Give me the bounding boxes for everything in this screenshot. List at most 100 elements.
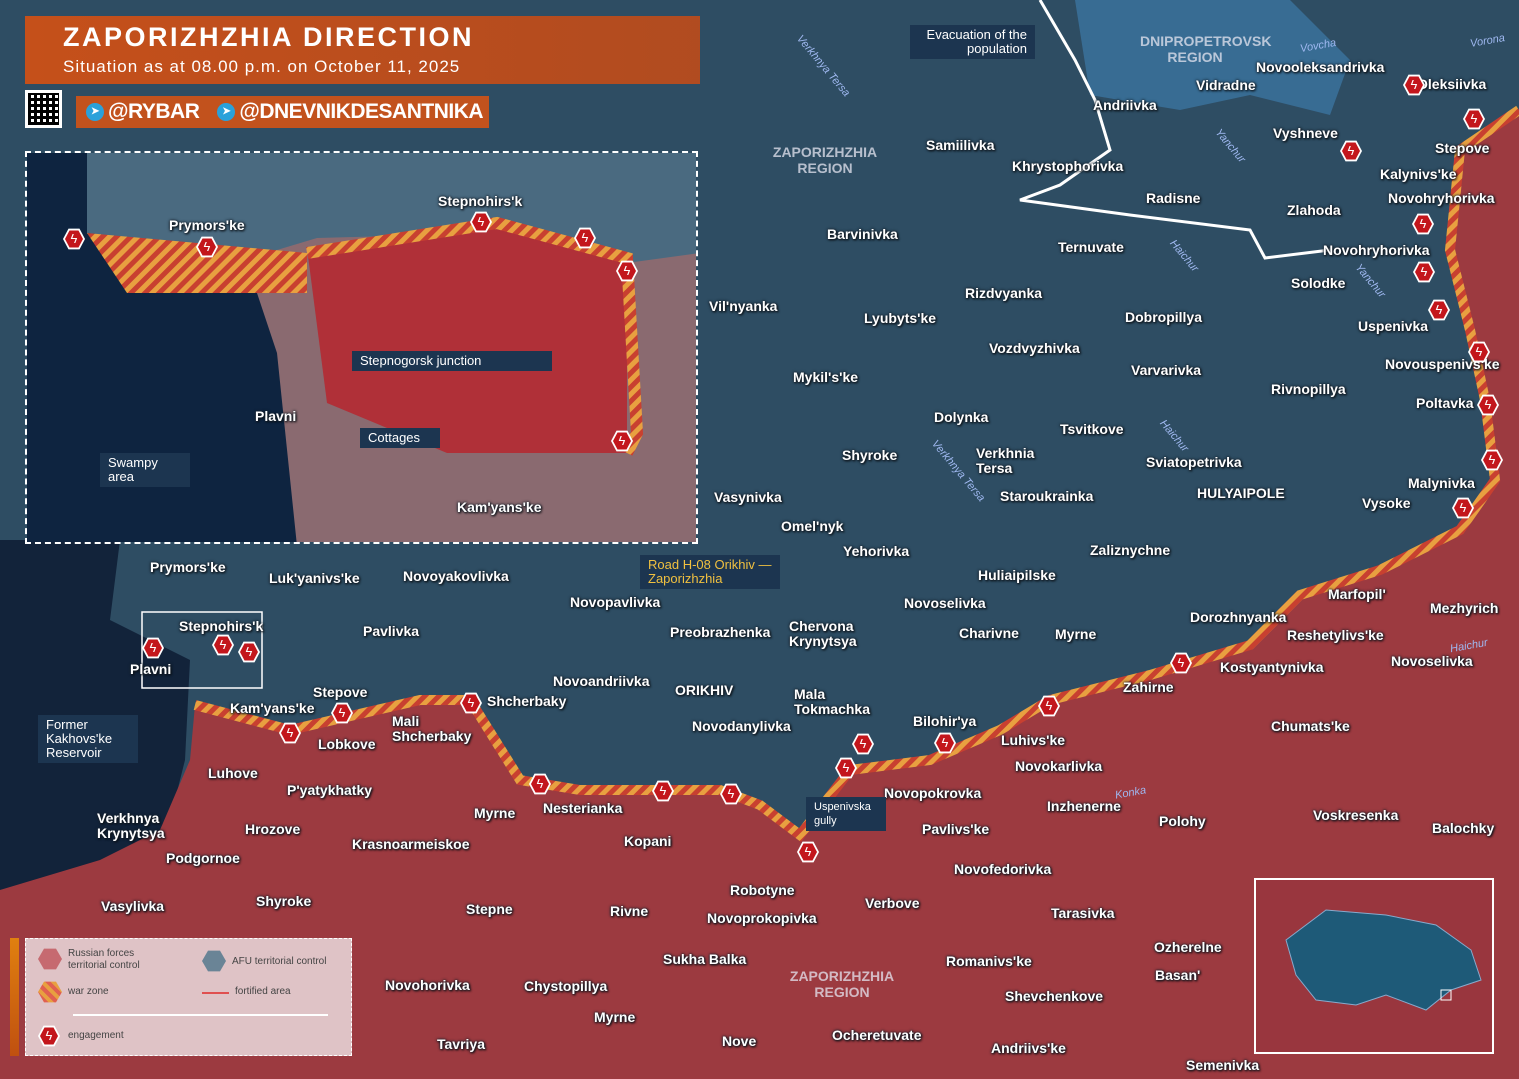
evacuation-callout: Evacuation of the population (910, 25, 1035, 59)
settlement-label: Preobrazhenka (670, 624, 771, 640)
legend-fortified: fortified area (235, 986, 291, 997)
inset-russian-area (307, 228, 627, 453)
settlement-label: Verkhnia Tersa (976, 445, 1035, 476)
settlement-label: Huliaipilske (978, 567, 1056, 583)
gully-callout: Uspenivska gully (806, 797, 886, 831)
settlement-label: Khrystophorivka (1012, 158, 1124, 174)
swampy-callout: Swampy area (100, 453, 190, 487)
engagement-icon: ϟ (835, 757, 857, 779)
dnevnik-link[interactable]: ➤ @DNEVNIKDESANTNIKA (217, 100, 484, 124)
settlement-label: Sviatopetrivka (1146, 454, 1242, 470)
settlement-label: Chumats'ke (1271, 718, 1350, 734)
settlement-label: Dolynka (934, 409, 989, 425)
inset-war-zone (87, 233, 307, 293)
settlement-label: Novoandriivka (553, 673, 650, 689)
settlement-label: Staroukrainka (1000, 488, 1094, 504)
settlement-label: Mala Tokmachka (794, 686, 870, 717)
settlement-label: Krasnoarmeiskoe (352, 836, 470, 852)
settlement-label: Stepove (1435, 140, 1490, 156)
settlement-label: Ternuvate (1058, 239, 1124, 255)
road-callout: Road H-08 Orikhiv — Zaporizhzhia (640, 555, 780, 589)
settlement-label: Novopokrovka (884, 785, 982, 801)
settlement-label: Stepnohirs'k (179, 618, 264, 634)
settlement-label: Tavriya (437, 1036, 485, 1052)
settlement-label: Malynivka (1408, 475, 1475, 491)
header-banner: ZAPORIZHZHIA DIRECTION Situation as at 0… (25, 16, 700, 84)
settlement-label: Rivnopillya (1271, 381, 1346, 397)
region-label: ZAPORIZHZHIA REGION (772, 144, 878, 176)
settlement-label: Sukha Balka (663, 951, 747, 967)
inset-area-marker (141, 611, 263, 689)
settlement-label: Charivne (959, 625, 1019, 641)
engagement-icon: ϟ (212, 634, 234, 656)
social-links: ➤ @RYBAR ➤ @DNEVNIKDESANTNIKA (76, 96, 489, 128)
legend-engagement: engagement (68, 1030, 124, 1041)
settlement-label: Balochky (1432, 820, 1495, 836)
settlement-label: Romanivs'ke (946, 953, 1032, 969)
settlement-label: Barvinivka (827, 226, 898, 242)
settlement-label: Mykil's'ke (793, 369, 859, 385)
engagement-icon: ϟ (196, 236, 218, 258)
engagement-icon: ϟ (1428, 299, 1450, 321)
settlement-label: Pavlivs'ke (922, 821, 990, 837)
telegram-icon: ➤ (86, 103, 104, 121)
engagement-icon: ϟ (470, 211, 492, 233)
engagement-icon: ϟ (797, 841, 819, 863)
settlement-label: Zlahoda (1287, 202, 1341, 218)
settlement-label: Inzhenerne (1047, 798, 1121, 814)
inset-settlement-label: Prymors'ke (169, 217, 245, 233)
settlement-label: Prymors'ke (150, 559, 226, 575)
settlement-label: Vozdvyzhivka (989, 340, 1080, 356)
settlement-label: Zaliznychne (1090, 542, 1171, 558)
settlement-label: Yehorivka (843, 543, 910, 559)
settlement-label: Novouspenivs'ke (1385, 356, 1500, 372)
settlement-label: Nove (722, 1033, 757, 1049)
settlement-label: Basan' (1155, 967, 1201, 983)
engagement-icon: ϟ (574, 227, 596, 249)
dnevnik-handle: @DNEVNIKDESANTNIKA (239, 100, 484, 123)
settlement-label: Luhove (208, 765, 258, 781)
settlement-label: Andriivka (1093, 97, 1157, 113)
settlement-label: Luhivs'ke (1001, 732, 1066, 748)
ukraine-outline (1285, 909, 1482, 1011)
qr-code (25, 90, 62, 128)
fortified-swatch (202, 992, 229, 994)
page-subtitle: Situation as at 08.00 p.m. on October 11… (63, 57, 461, 76)
settlement-label: Tsvitkove (1060, 421, 1124, 437)
telegram-icon: ➤ (217, 103, 236, 121)
settlement-label: Vysoke (1362, 495, 1411, 511)
inset-frontline (306, 216, 644, 456)
settlement-label: Vil'nyanka (709, 298, 778, 314)
legend-divider (73, 1014, 328, 1016)
dnipropetrovsk-region-highlight (1075, 0, 1350, 115)
legend-war-zone: war zone (68, 986, 109, 997)
settlement-label: Podgornoe (166, 850, 240, 866)
stepnohirsk-inset (25, 151, 698, 544)
settlement-label: Mali Shcherbaky (392, 713, 472, 744)
settlement-label: Rivne (610, 903, 649, 919)
settlement-label: Myrne (594, 1009, 636, 1025)
settlement-label: Varvarivka (1131, 362, 1202, 378)
settlement-label: Kam'yans'ke (230, 700, 315, 716)
settlement-label: Omel'nyk (781, 518, 844, 534)
inset-map (27, 153, 696, 542)
engagement-icon: ϟ (1403, 74, 1425, 96)
settlement-label: Vyshneve (1273, 125, 1338, 141)
engagement-icon: ϟ (238, 641, 260, 663)
settlement-label: Luk'yanivs'ke (269, 570, 360, 586)
settlement-label: Pavlivka (363, 623, 420, 639)
engagement-icon: ϟ (279, 722, 301, 744)
settlement-label: ORIKHIV (675, 682, 734, 698)
engagement-icon: ϟ (1413, 261, 1435, 283)
settlement-label: Uspenivka (1358, 318, 1429, 334)
settlement-label: Lyubyts'ke (864, 310, 937, 326)
rybar-link[interactable]: ➤ @RYBAR (86, 100, 200, 124)
russian-territory (0, 110, 1519, 1079)
settlement-label: Kostyantynivka (1220, 659, 1324, 675)
region-label: DNIPROPETROVSK REGION (1140, 33, 1272, 65)
page-title: ZAPORIZHZHIA DIRECTION (63, 22, 474, 52)
engagement-icon: ϟ (852, 733, 874, 755)
engagement-icon: ϟ (1468, 341, 1490, 363)
settlement-label: Nesterianka (543, 800, 623, 816)
settlement-label: Plavni (130, 661, 172, 677)
